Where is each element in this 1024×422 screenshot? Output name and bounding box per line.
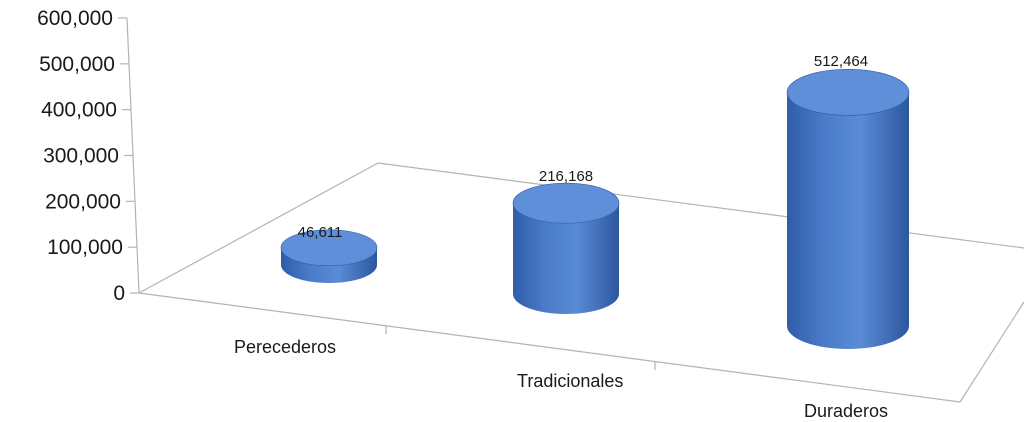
data-label: 46,611 — [298, 224, 343, 241]
x-axis-tick-labels: Perecederos Tradicionales Duraderos — [234, 337, 888, 421]
data-label: 216,168 — [539, 168, 593, 185]
x-axis-ticks — [385, 326, 656, 370]
bar-top — [512, 182, 620, 224]
x-tick-label: Tradicionales — [517, 371, 623, 391]
y-tick-label: 300,000 — [43, 145, 119, 168]
y-tick-label: 0 — [113, 282, 125, 305]
y-tick-label: 400,000 — [41, 99, 117, 122]
y-tick-label: 100,000 — [47, 236, 123, 259]
bar-tradicionales — [512, 182, 620, 314]
data-labels: 46,611 216,168 512,464 — [298, 53, 869, 241]
bar-top — [280, 229, 378, 267]
data-label: 512,464 — [814, 53, 868, 70]
bars — [280, 69, 910, 350]
x-tick-label: Perecederos — [234, 337, 336, 357]
x-tick-label: Duraderos — [804, 401, 888, 421]
y-tick-label: 200,000 — [45, 190, 121, 213]
bar-top — [786, 69, 910, 116]
bar-body — [513, 203, 619, 314]
bar-perecederos — [280, 229, 378, 283]
bar-body — [787, 92, 909, 350]
y-axis-ticks — [118, 17, 139, 294]
y-tick-label: 600,000 — [37, 7, 113, 30]
y-axis-tick-labels: 0 100,000 200,000 300,000 400,000 500,000 600,… — [37, 7, 125, 305]
floor-left-edge — [138, 162, 379, 294]
floor-front-edge — [138, 292, 961, 403]
floor-right-edge — [959, 301, 1024, 403]
floor-back-edge — [377, 162, 1024, 249]
y-tick-label: 500,000 — [39, 53, 115, 76]
bar-duraderos — [786, 69, 910, 350]
